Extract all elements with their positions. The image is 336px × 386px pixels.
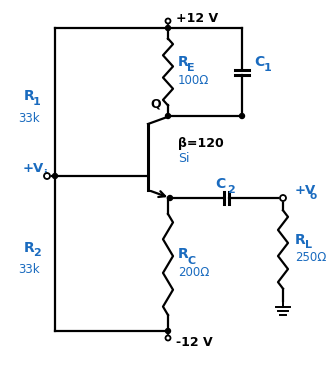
Text: C: C — [254, 55, 264, 69]
Text: R: R — [295, 232, 306, 247]
Text: E: E — [187, 63, 195, 73]
Text: Si: Si — [178, 152, 190, 166]
Text: +V: +V — [295, 183, 316, 196]
Text: i: i — [43, 169, 47, 179]
Circle shape — [166, 335, 170, 340]
Text: 2: 2 — [33, 249, 41, 259]
Circle shape — [166, 25, 170, 30]
Text: R: R — [24, 89, 34, 103]
Circle shape — [44, 173, 50, 179]
Text: o: o — [309, 191, 316, 201]
Text: C: C — [215, 177, 226, 191]
Circle shape — [166, 113, 170, 119]
Text: 33k: 33k — [18, 263, 40, 276]
Text: +V: +V — [23, 161, 44, 174]
Text: R: R — [178, 55, 189, 69]
Circle shape — [166, 19, 170, 24]
Text: 200Ω: 200Ω — [178, 266, 209, 279]
Text: +12 V: +12 V — [176, 12, 218, 24]
Text: 1: 1 — [264, 63, 272, 73]
Text: Q: Q — [150, 98, 161, 110]
Text: L: L — [305, 240, 312, 251]
Text: β=120: β=120 — [178, 137, 224, 149]
Circle shape — [166, 328, 170, 334]
Text: R: R — [24, 240, 34, 254]
Text: 2: 2 — [226, 185, 235, 195]
Circle shape — [280, 195, 286, 201]
Text: C: C — [187, 256, 195, 266]
Circle shape — [168, 195, 172, 200]
Circle shape — [240, 113, 245, 119]
Text: -12 V: -12 V — [176, 337, 213, 349]
Circle shape — [52, 173, 57, 178]
Text: 100Ω: 100Ω — [178, 73, 209, 86]
Text: 33k: 33k — [18, 112, 40, 125]
Text: R: R — [178, 247, 189, 261]
Text: 1: 1 — [33, 97, 41, 107]
Text: 250Ω: 250Ω — [295, 251, 326, 264]
